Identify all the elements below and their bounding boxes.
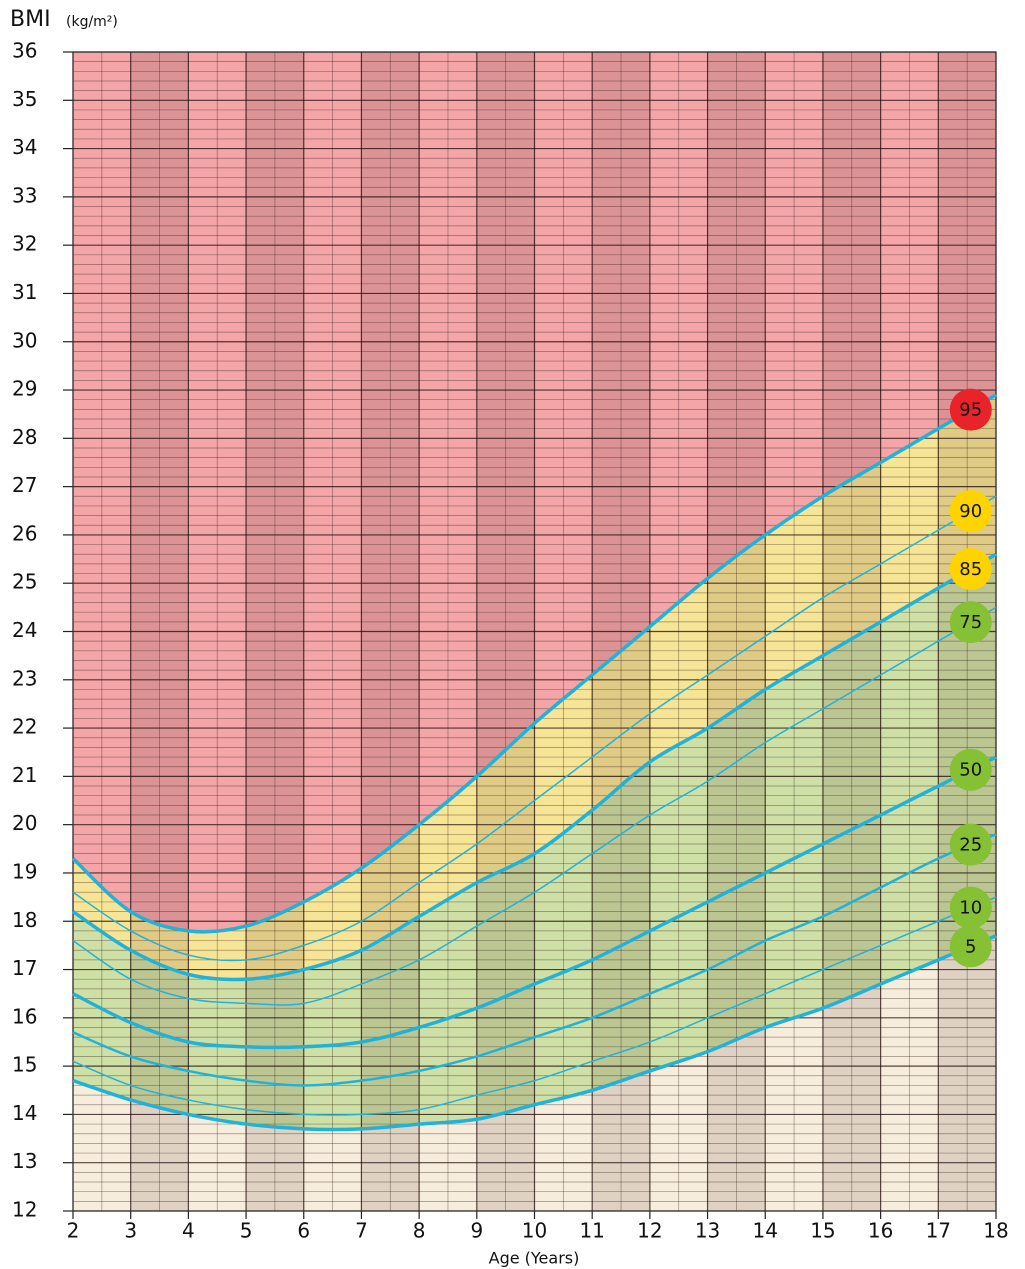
- x-tick-label: 5: [240, 1219, 253, 1243]
- legend-label: 5: [965, 936, 976, 957]
- x-axis-label: Age (Years): [489, 1249, 580, 1268]
- y-tick-label: 13: [12, 1149, 37, 1173]
- percentile-line: [72, 495, 997, 962]
- legend-label: 95: [959, 400, 982, 421]
- percentile-badge: [949, 490, 992, 533]
- percentile-line: [71, 393, 997, 934]
- y-tick-label: 25: [12, 570, 37, 594]
- y-tick-label: 28: [12, 425, 37, 449]
- percentile-badge: [949, 748, 992, 791]
- y-tick-label: 14: [12, 1101, 37, 1125]
- y-tick-label: 19: [12, 859, 37, 883]
- y-tick-label: 35: [12, 87, 37, 111]
- y-tick-label: 34: [12, 135, 37, 159]
- x-tick-label: 9: [470, 1219, 483, 1243]
- plot-frame: [72, 51, 997, 1212]
- percentile-line: [72, 833, 997, 1087]
- y-axis-unit: (kg/m²): [66, 14, 118, 30]
- y-tick-label: 12: [12, 1198, 37, 1222]
- x-tick-label: 17: [926, 1219, 951, 1243]
- y-tick-label: 32: [12, 232, 37, 256]
- y-tick-label: 17: [12, 956, 37, 980]
- y-tick-label: 27: [12, 473, 37, 497]
- x-tick-label: 14: [753, 1219, 778, 1243]
- y-tick-label: 23: [12, 666, 37, 690]
- legend-label: 50: [959, 760, 982, 781]
- x-tick-label: 16: [868, 1219, 893, 1243]
- y-tick-label: 24: [12, 618, 37, 642]
- percentile-badge: [949, 388, 992, 431]
- y-tick-label: 31: [12, 280, 37, 304]
- x-tick-label: 7: [355, 1219, 368, 1243]
- legend-label: 25: [959, 835, 982, 856]
- percentile-line: [72, 606, 997, 1006]
- x-tick-label: 8: [413, 1219, 426, 1243]
- y-tick-label: 29: [12, 377, 37, 401]
- x-tick-label: 3: [124, 1219, 137, 1243]
- legend-label: 10: [959, 898, 982, 919]
- y-tick-label: 16: [12, 1004, 37, 1028]
- y-tick-label: 33: [12, 183, 37, 207]
- percentile-badge: [949, 548, 992, 591]
- y-tick-label: 20: [12, 811, 37, 835]
- x-tick-label: 15: [810, 1219, 835, 1243]
- y-tick-label: 36: [12, 39, 37, 63]
- x-tick-label: 4: [182, 1219, 195, 1243]
- x-tick-label: 2: [67, 1219, 80, 1243]
- x-tick-label: 6: [297, 1219, 310, 1243]
- legend-label: 75: [959, 612, 982, 633]
- y-tick-label: 30: [12, 328, 37, 352]
- x-tick-label: 13: [695, 1219, 720, 1243]
- legend-label: 85: [959, 559, 982, 580]
- x-tick-label: 12: [637, 1219, 662, 1243]
- x-tick-label: 11: [579, 1219, 604, 1243]
- y-tick-label: 15: [12, 1053, 37, 1077]
- percentile-line: [72, 934, 997, 1132]
- y-tick-label: 26: [12, 521, 37, 545]
- percentile-line: [72, 896, 997, 1116]
- y-axis-label: BMI: [10, 7, 51, 32]
- y-tick-label: 22: [12, 715, 37, 739]
- percentile-badge: [949, 886, 992, 929]
- y-tick-label: 18: [12, 908, 37, 932]
- legend-label: 90: [959, 501, 982, 522]
- x-tick-label: 10: [522, 1219, 547, 1243]
- percentile-badge: [949, 823, 992, 866]
- percentile-badge: [949, 601, 992, 644]
- y-tick-label: 21: [12, 763, 37, 787]
- percentile-line: [72, 755, 997, 1050]
- percentile-badge: [949, 925, 992, 968]
- x-tick-label: 18: [983, 1219, 1008, 1243]
- percentile-line: [72, 552, 997, 982]
